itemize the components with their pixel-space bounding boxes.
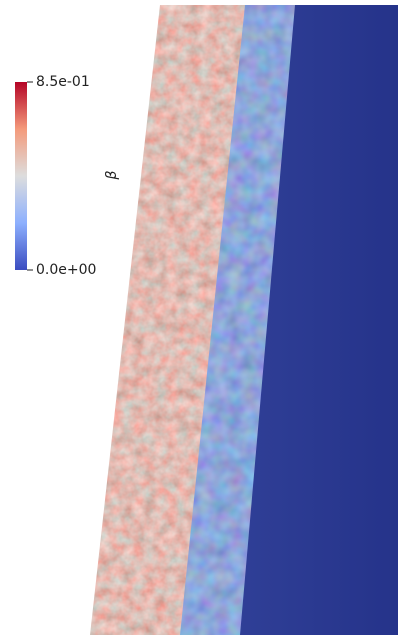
colorbar	[15, 82, 27, 270]
colorbar-title: β	[104, 170, 120, 180]
colorbar-tick-label: 8.5e-01	[36, 74, 90, 90]
render-view: β 8.5e-01 0.0e+00	[0, 0, 406, 635]
colorbar-tick-label: 0.0e+00	[36, 262, 96, 278]
page: β 8.5e-010.0e+00 (() => { const data = J…	[0, 0, 406, 635]
